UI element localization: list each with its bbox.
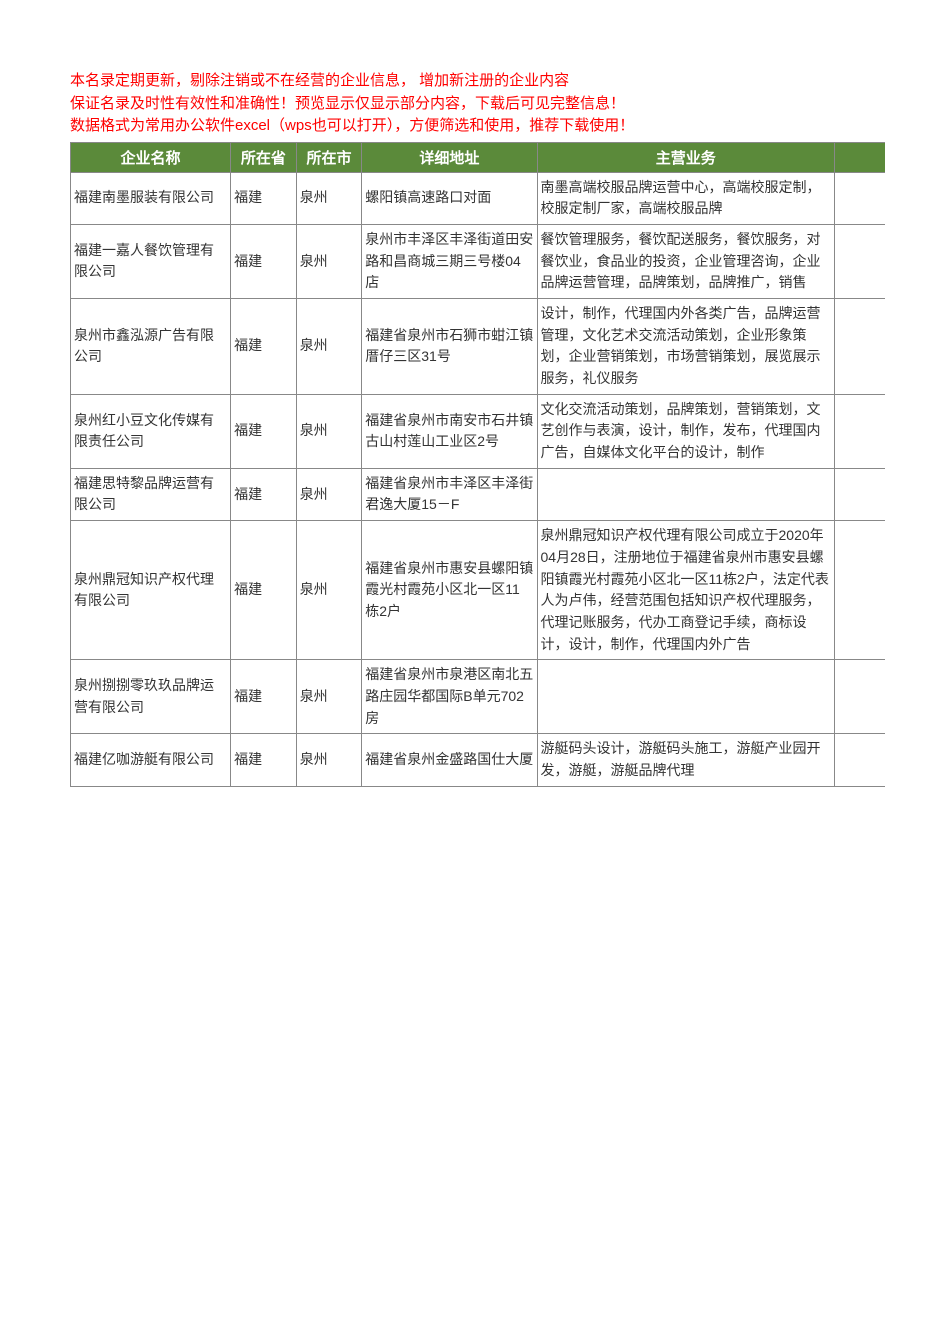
table-row: 泉州捌捌零玖玖品牌运营有限公司 福建 泉州 福建省泉州市泉港区南北五路庄园华都国…: [71, 660, 886, 734]
cell-extra: [835, 224, 885, 298]
cell-province: 福建: [231, 468, 297, 520]
table-row: 泉州市鑫泓源广告有限公司 福建 泉州 福建省泉州市石狮市蚶江镇厝仔三区31号 设…: [71, 298, 886, 394]
cell-address: 福建省泉州市石狮市蚶江镇厝仔三区31号: [362, 298, 537, 394]
table-row: 福建一嘉人餐饮管理有限公司 福建 泉州 泉州市丰泽区丰泽街道田安路和昌商城三期三…: [71, 224, 886, 298]
notice-line-1: 本名录定期更新，剔除注销或不在经营的企业信息， 增加新注册的企业内容: [70, 70, 885, 93]
cell-business: 文化交流活动策划，品牌策划，营销策划，文艺创作与表演，设计，制作，发布，代理国内…: [537, 394, 835, 468]
header-business: 主营业务: [537, 142, 835, 172]
cell-city: 泉州: [296, 521, 362, 660]
cell-address: 泉州市丰泽区丰泽街道田安路和昌商城三期三号楼04店: [362, 224, 537, 298]
cell-name: 福建思特黎品牌运营有限公司: [71, 468, 231, 520]
cell-extra: [835, 468, 885, 520]
cell-name: 泉州捌捌零玖玖品牌运营有限公司: [71, 660, 231, 734]
table-row: 福建亿咖游艇有限公司 福建 泉州 福建省泉州金盛路国仕大厦 游艇码头设计，游艇码…: [71, 734, 886, 786]
cell-city: 泉州: [296, 394, 362, 468]
table-header: 企业名称 所在省 所在市 详细地址 主营业务: [71, 142, 886, 172]
cell-extra: [835, 394, 885, 468]
cell-address: 福建省泉州市南安市石井镇古山村莲山工业区2号: [362, 394, 537, 468]
cell-name: 福建亿咖游艇有限公司: [71, 734, 231, 786]
cell-name: 泉州鼎冠知识产权代理有限公司: [71, 521, 231, 660]
cell-name: 福建一嘉人餐饮管理有限公司: [71, 224, 231, 298]
cell-province: 福建: [231, 521, 297, 660]
header-extra: [835, 142, 885, 172]
cell-province: 福建: [231, 734, 297, 786]
cell-extra: [835, 521, 885, 660]
cell-province: 福建: [231, 224, 297, 298]
cell-business: 游艇码头设计，游艇码头施工，游艇产业园开发，游艇，游艇品牌代理: [537, 734, 835, 786]
cell-city: 泉州: [296, 660, 362, 734]
table-row: 福建南墨服装有限公司 福建 泉州 螺阳镇高速路口对面 南墨高端校服品牌运营中心，…: [71, 172, 886, 224]
table-body: 福建南墨服装有限公司 福建 泉州 螺阳镇高速路口对面 南墨高端校服品牌运营中心，…: [71, 172, 886, 786]
cell-city: 泉州: [296, 468, 362, 520]
table-row: 福建思特黎品牌运营有限公司 福建 泉州 福建省泉州市丰泽区丰泽街君逸大厦15－F: [71, 468, 886, 520]
company-table: 企业名称 所在省 所在市 详细地址 主营业务 福建南墨服装有限公司 福建 泉州 …: [70, 142, 885, 787]
header-name: 企业名称: [71, 142, 231, 172]
header-address: 详细地址: [362, 142, 537, 172]
cell-business: 餐饮管理服务，餐饮配送服务，餐饮服务，对餐饮业，食品业的投资，企业管理咨询，企业…: [537, 224, 835, 298]
cell-address: 福建省泉州金盛路国仕大厦: [362, 734, 537, 786]
cell-name: 泉州红小豆文化传媒有限责任公司: [71, 394, 231, 468]
cell-business: 泉州鼎冠知识产权代理有限公司成立于2020年04月28日，注册地位于福建省泉州市…: [537, 521, 835, 660]
cell-name: 泉州市鑫泓源广告有限公司: [71, 298, 231, 394]
cell-province: 福建: [231, 394, 297, 468]
cell-extra: [835, 660, 885, 734]
header-city: 所在市: [296, 142, 362, 172]
cell-business: [537, 468, 835, 520]
cell-city: 泉州: [296, 224, 362, 298]
table-row: 泉州鼎冠知识产权代理有限公司 福建 泉州 福建省泉州市惠安县螺阳镇霞光村霞苑小区…: [71, 521, 886, 660]
cell-province: 福建: [231, 172, 297, 224]
cell-business: 南墨高端校服品牌运营中心，高端校服定制，校服定制厂家，高端校服品牌: [537, 172, 835, 224]
cell-address: 螺阳镇高速路口对面: [362, 172, 537, 224]
cell-extra: [835, 734, 885, 786]
cell-province: 福建: [231, 660, 297, 734]
cell-address: 福建省泉州市丰泽区丰泽街君逸大厦15－F: [362, 468, 537, 520]
cell-extra: [835, 298, 885, 394]
notice-line-3: 数据格式为常用办公软件excel（wps也可以打开），方便筛选和使用，推荐下载使…: [70, 115, 885, 138]
cell-city: 泉州: [296, 734, 362, 786]
header-row: 企业名称 所在省 所在市 详细地址 主营业务: [71, 142, 886, 172]
cell-business: 设计，制作，代理国内外各类广告，品牌运营管理，文化艺术交流活动策划，企业形象策划…: [537, 298, 835, 394]
notice-line-2: 保证名录及时性有效性和准确性！预览显示仅显示部分内容，下载后可见完整信息！: [70, 93, 885, 116]
cell-city: 泉州: [296, 172, 362, 224]
cell-address: 福建省泉州市泉港区南北五路庄园华都国际B单元702房: [362, 660, 537, 734]
cell-extra: [835, 172, 885, 224]
cell-address: 福建省泉州市惠安县螺阳镇霞光村霞苑小区北一区11栋2户: [362, 521, 537, 660]
cell-province: 福建: [231, 298, 297, 394]
cell-name: 福建南墨服装有限公司: [71, 172, 231, 224]
cell-city: 泉州: [296, 298, 362, 394]
header-province: 所在省: [231, 142, 297, 172]
table-row: 泉州红小豆文化传媒有限责任公司 福建 泉州 福建省泉州市南安市石井镇古山村莲山工…: [71, 394, 886, 468]
notice-block: 本名录定期更新，剔除注销或不在经营的企业信息， 增加新注册的企业内容 保证名录及…: [70, 70, 885, 138]
cell-business: [537, 660, 835, 734]
